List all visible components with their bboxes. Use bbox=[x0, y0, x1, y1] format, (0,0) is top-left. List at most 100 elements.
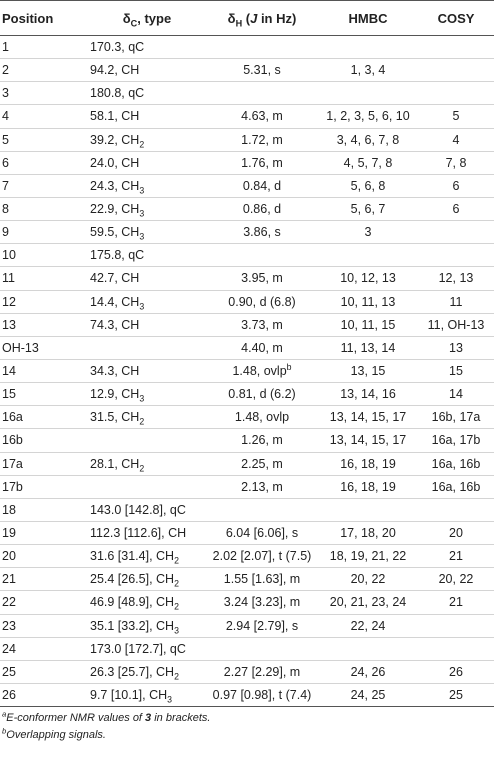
cell-position: 17b bbox=[0, 475, 88, 499]
cell-hmbc: 10, 11, 13 bbox=[318, 290, 418, 314]
table-row: 20 31.6 [31.4], CH2 2.02 [2.07], t (7.5) 18… bbox=[0, 544, 494, 569]
cell-delta-c: 58.1, CH bbox=[88, 104, 206, 129]
header-delta-h-j: δH (J in Hz) bbox=[206, 0, 318, 36]
cell-delta-c: 28.1, CH2 bbox=[88, 452, 206, 476]
cell-delta-h: 0.81, d (6.2) bbox=[206, 382, 318, 407]
cell-hmbc: 3, 4, 6, 7, 8 bbox=[318, 128, 418, 152]
table-row: 26 9.7 [10.1], CH3 0.97 [0.98], t (7.4) 24,… bbox=[0, 683, 494, 708]
cell-cosy bbox=[418, 614, 494, 638]
cell-position: 1 bbox=[0, 35, 88, 60]
cell-cosy: 20 bbox=[418, 521, 494, 546]
cell-cosy bbox=[418, 498, 494, 522]
cell-position: 8 bbox=[0, 197, 88, 222]
cell-delta-h: 2.25, m bbox=[206, 452, 318, 476]
table-row: 22 46.9 [48.9], CH2 3.24 [3.23], m 20, 21, … bbox=[0, 590, 494, 615]
table-row: 16b 1.26, m 13, 14, 15, 17 16a, 17b bbox=[0, 428, 494, 453]
cell-delta-h: 1.72, m bbox=[206, 128, 318, 152]
cell-hmbc: 4, 5, 7, 8 bbox=[318, 151, 418, 175]
table-row: 17a 28.1, CH2 2.25, m 16, 18, 19 16a, 16b bbox=[0, 452, 494, 476]
cell-delta-c bbox=[88, 428, 206, 453]
table-row: OH-13 4.40, m 11, 13, 14 13 bbox=[0, 336, 494, 360]
cell-cosy: 21 bbox=[418, 544, 494, 569]
table-row: 16a 31.5, CH2 1.48, ovlp 13, 14, 15, 17 16b,… bbox=[0, 405, 494, 430]
cell-delta-h: 1.26, m bbox=[206, 428, 318, 453]
cell-hmbc: 1, 2, 3, 5, 6, 10 bbox=[318, 104, 418, 129]
table-row: 4 58.1, CH 4.63, m 1, 2, 3, 5, 6, 10 5 bbox=[0, 104, 494, 129]
cell-position: 16b bbox=[0, 428, 88, 453]
table-row: 23 35.1 [33.2], CH3 2.94 [2.79], s 22, 24 bbox=[0, 614, 494, 638]
cell-delta-c: 35.1 [33.2], CH3 bbox=[88, 614, 206, 638]
cell-cosy bbox=[418, 220, 494, 245]
cell-cosy bbox=[418, 637, 494, 661]
cell-cosy: 11 bbox=[418, 290, 494, 314]
table-row: 18 143.0 [142.8], qC bbox=[0, 498, 494, 522]
cell-hmbc: 5, 6, 8 bbox=[318, 174, 418, 198]
cell-delta-h bbox=[206, 81, 318, 106]
cell-hmbc: 13, 14, 15, 17 bbox=[318, 428, 418, 453]
table-row: 25 26.3 [25.7], CH2 2.27 [2.29], m 24, 26 26 bbox=[0, 660, 494, 684]
cell-delta-h: 2.13, m bbox=[206, 475, 318, 499]
cell-cosy: 26 bbox=[418, 660, 494, 684]
cell-position: 22 bbox=[0, 590, 88, 615]
cell-delta-h: 2.27 [2.29], m bbox=[206, 660, 318, 684]
cell-cosy: 21 bbox=[418, 590, 494, 615]
cell-hmbc: 5, 6, 7 bbox=[318, 197, 418, 222]
cell-hmbc: 24, 26 bbox=[318, 660, 418, 684]
cell-delta-h: 5.31, s bbox=[206, 58, 318, 83]
cell-delta-c: 173.0 [172.7], qC bbox=[88, 637, 206, 661]
cell-hmbc bbox=[318, 498, 418, 522]
cell-cosy: 11, OH-13 bbox=[418, 313, 494, 337]
cell-cosy: 6 bbox=[418, 174, 494, 198]
table-row: 24 173.0 [172.7], qC bbox=[0, 637, 494, 661]
cell-hmbc: 11, 13, 14 bbox=[318, 336, 418, 360]
cell-cosy: 16a, 17b bbox=[418, 428, 494, 453]
cell-position: 14 bbox=[0, 359, 88, 384]
cell-delta-c: 74.3, CH bbox=[88, 313, 206, 337]
cell-hmbc bbox=[318, 637, 418, 661]
cell-position: 17a bbox=[0, 452, 88, 476]
cell-hmbc: 16, 18, 19 bbox=[318, 475, 418, 499]
table-header-row: Position δC, type δH (J in Hz) HMBC COSY bbox=[0, 0, 494, 36]
cell-cosy: 20, 22 bbox=[418, 567, 494, 592]
cell-hmbc bbox=[318, 243, 418, 268]
cell-delta-h: 3.24 [3.23], m bbox=[206, 590, 318, 615]
cell-hmbc: 13, 14, 16 bbox=[318, 382, 418, 407]
cell-delta-c: 143.0 [142.8], qC bbox=[88, 498, 206, 522]
header-delta-c-type: δC, type bbox=[88, 0, 206, 36]
cell-cosy bbox=[418, 81, 494, 106]
table-row: 2 94.2, CH 5.31, s 1, 3, 4 bbox=[0, 58, 494, 83]
cell-cosy: 12, 13 bbox=[418, 266, 494, 291]
table-row: 19 112.3 [112.6], CH 6.04 [6.06], s 17, 18,… bbox=[0, 521, 494, 546]
cell-hmbc: 1, 3, 4 bbox=[318, 58, 418, 83]
cell-delta-c: 59.5, CH3 bbox=[88, 220, 206, 245]
cell-delta-c: 34.3, CH bbox=[88, 359, 206, 384]
cell-delta-h: 0.90, d (6.8) bbox=[206, 290, 318, 314]
cell-delta-c bbox=[88, 475, 206, 499]
cell-hmbc: 24, 25 bbox=[318, 683, 418, 708]
footnote-b: bOverlapping signals. bbox=[2, 726, 106, 742]
cell-delta-c: 9.7 [10.1], CH3 bbox=[88, 683, 206, 708]
cell-cosy: 16a, 16b bbox=[418, 452, 494, 476]
cell-delta-h: 1.55 [1.63], m bbox=[206, 567, 318, 592]
header-hmbc: HMBC bbox=[318, 0, 418, 36]
footnote-a: aE-conformer NMR values of 3 in brackets… bbox=[2, 709, 211, 725]
table-row: 13 74.3, CH 3.73, m 10, 11, 15 11, OH-13 bbox=[0, 313, 494, 337]
cell-hmbc: 16, 18, 19 bbox=[318, 452, 418, 476]
cell-hmbc: 20, 22 bbox=[318, 567, 418, 592]
cell-delta-h: 6.04 [6.06], s bbox=[206, 521, 318, 546]
cell-delta-c: 22.9, CH3 bbox=[88, 197, 206, 222]
table-row: 10 175.8, qC bbox=[0, 243, 494, 268]
cell-position: 24 bbox=[0, 637, 88, 661]
nmr-data-table: Position δC, type δH (J in Hz) HMBC COSY… bbox=[0, 0, 494, 708]
cell-cosy: 4 bbox=[418, 128, 494, 152]
header-position: Position bbox=[0, 0, 88, 36]
header-cosy: COSY bbox=[418, 0, 494, 36]
cell-position: 4 bbox=[0, 104, 88, 129]
cell-cosy: 16b, 17a bbox=[418, 405, 494, 430]
cell-position: 25 bbox=[0, 660, 88, 684]
cell-delta-c: 180.8, qC bbox=[88, 81, 206, 106]
cell-delta-c: 12.9, CH3 bbox=[88, 382, 206, 407]
